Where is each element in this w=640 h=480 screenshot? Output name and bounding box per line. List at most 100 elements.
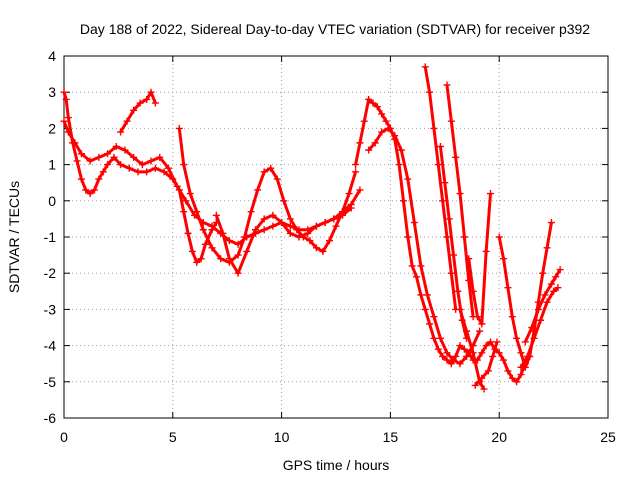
data-point — [417, 262, 425, 270]
series-arc-16 — [521, 266, 564, 346]
y-tick-label: 3 — [48, 84, 56, 100]
data-point — [463, 327, 471, 335]
data-point — [104, 150, 112, 158]
data-point — [382, 117, 390, 125]
y-axis: -6 -5 -4 -3 -2 -1 0 1 2 3 4 — [44, 48, 608, 426]
data-point — [286, 229, 294, 237]
y-tick-label: -6 — [44, 410, 57, 426]
data-point — [293, 226, 301, 234]
data-point — [280, 197, 288, 205]
data-point — [86, 190, 94, 198]
series-arc-3 — [117, 88, 159, 136]
chart-title: Day 188 of 2022, Sidereal Day-to-day VTE… — [80, 21, 590, 37]
data-point — [365, 146, 373, 154]
data-point — [182, 197, 190, 205]
data-point — [426, 320, 434, 328]
data-point — [123, 117, 131, 125]
data-point — [234, 269, 242, 277]
data-point — [452, 153, 460, 161]
data-point — [95, 175, 103, 183]
data-point — [410, 219, 418, 227]
y-tick-label: 0 — [48, 193, 56, 209]
data-point — [421, 305, 429, 313]
series-arc-7 — [365, 124, 484, 368]
data-point — [319, 247, 327, 255]
data-point — [64, 114, 72, 122]
data-point — [478, 374, 486, 382]
data-point — [130, 153, 138, 161]
data-point — [530, 334, 538, 342]
data-point — [413, 273, 421, 281]
data-point — [404, 233, 412, 241]
data-point — [508, 313, 516, 321]
data-point — [267, 164, 275, 172]
data-point — [504, 367, 512, 375]
data-point — [465, 255, 473, 263]
data-point — [138, 161, 146, 169]
data-point — [199, 226, 207, 234]
data-point — [443, 81, 451, 89]
data-point — [469, 287, 477, 295]
data-point — [436, 143, 444, 150]
data-point — [552, 273, 560, 281]
data-point — [260, 215, 268, 223]
data-point — [450, 251, 458, 259]
data-point — [352, 161, 360, 169]
data-point — [556, 266, 564, 274]
data-point — [60, 117, 68, 125]
data-point — [62, 95, 70, 103]
data-point — [60, 88, 68, 96]
data-point — [534, 305, 542, 313]
y-axis-label: SDTVAR / TECUs — [6, 181, 22, 293]
data-point — [450, 356, 458, 364]
data-point — [445, 215, 453, 223]
data-point — [547, 280, 555, 288]
data-point — [478, 320, 486, 328]
data-point — [95, 153, 103, 161]
data-point — [539, 269, 547, 277]
data-point — [469, 349, 477, 357]
data-point — [304, 229, 312, 237]
data-point — [543, 298, 551, 306]
data-point — [251, 226, 259, 234]
data-point — [77, 175, 85, 183]
data-point — [408, 262, 416, 270]
data-point — [489, 352, 497, 360]
data-point — [369, 99, 377, 107]
data-point — [269, 222, 277, 230]
data-point — [117, 161, 125, 169]
data-point — [436, 334, 444, 342]
data-point — [208, 222, 216, 230]
data-point — [452, 352, 460, 360]
data-point — [430, 313, 438, 321]
data-point — [193, 208, 201, 216]
data-point — [156, 153, 164, 161]
data-point — [478, 349, 486, 357]
data-point — [332, 222, 340, 230]
data-point — [513, 334, 521, 342]
data-point — [513, 378, 521, 386]
data-point — [134, 168, 142, 176]
data-point — [434, 345, 442, 353]
data-point — [443, 356, 451, 364]
data-point — [493, 338, 501, 346]
grid — [64, 56, 608, 418]
x-tick-label: 5 — [169, 429, 177, 445]
x-tick-label: 10 — [274, 429, 290, 445]
data-point — [217, 255, 225, 263]
y-tick-label: -1 — [44, 229, 57, 245]
data-point — [397, 146, 405, 154]
data-point — [243, 247, 251, 255]
data-point — [439, 352, 447, 360]
data-point — [460, 345, 468, 353]
data-point — [517, 363, 525, 371]
data-point — [260, 226, 268, 234]
data-point — [441, 179, 449, 187]
data-point — [430, 124, 438, 132]
data-point — [495, 233, 503, 241]
x-axis: 0 5 10 15 20 25 — [60, 56, 616, 445]
data-point — [197, 255, 205, 263]
data-point — [371, 139, 379, 147]
data-point — [286, 222, 294, 230]
x-tick-label: 25 — [600, 429, 616, 445]
